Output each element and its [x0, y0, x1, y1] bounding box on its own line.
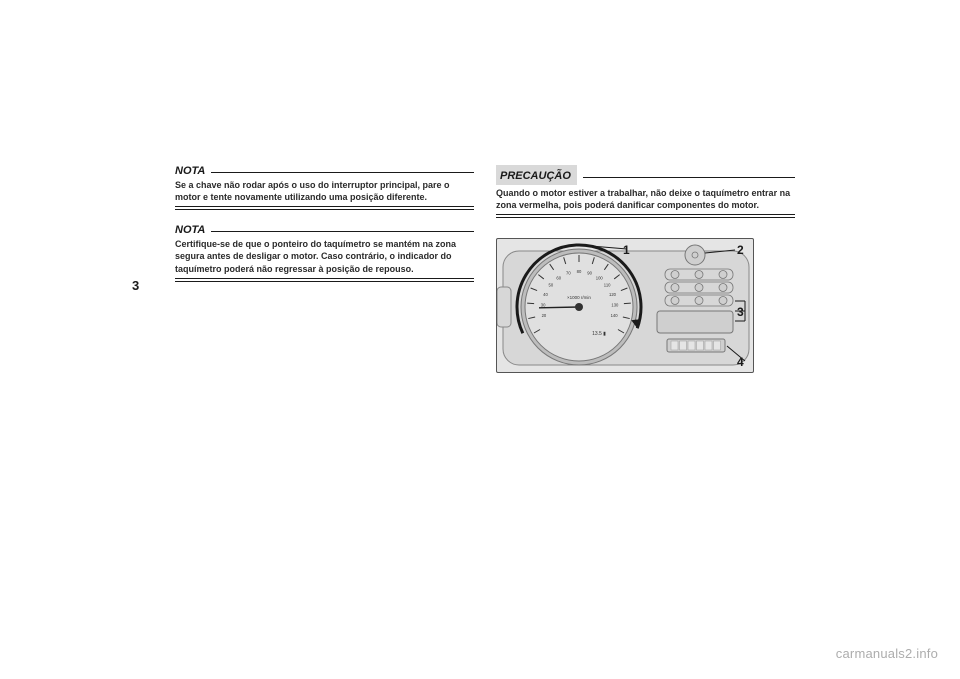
left-column: NOTA Se a chave não rodar após o uso do … — [175, 165, 474, 373]
svg-text:50: 50 — [549, 283, 554, 288]
nota2-end-rules — [175, 278, 474, 282]
svg-text:120: 120 — [609, 292, 617, 297]
svg-text:×1000 r/min: ×1000 r/min — [567, 295, 591, 300]
right-column: PRECAUÇÃO Quando o motor estiver a traba… — [496, 165, 795, 373]
svg-text:140: 140 — [611, 313, 619, 318]
svg-text:13.5 ▮: 13.5 ▮ — [592, 331, 606, 337]
svg-text:110: 110 — [604, 283, 611, 288]
callout-1: 1 — [623, 243, 630, 257]
svg-text:20: 20 — [542, 313, 547, 318]
callout-3: 3 — [737, 305, 744, 319]
precaucao-end-thick — [496, 214, 795, 215]
watermark-text: carmanuals2.info — [836, 646, 938, 661]
nota1-rule — [211, 172, 474, 173]
svg-text:70: 70 — [566, 271, 571, 276]
nota1-header: NOTA — [175, 165, 474, 177]
svg-text:90: 90 — [587, 271, 592, 276]
svg-text:30: 30 — [541, 303, 546, 308]
nota2-header: NOTA — [175, 224, 474, 236]
figure-svg: 20 30 405060 70 80 90 100110 120 130 140 ×1000 r/m… — [497, 239, 754, 373]
nota1-label: NOTA — [175, 165, 205, 177]
nota2-end-thick — [175, 278, 474, 279]
nota2-end-thin — [175, 281, 474, 282]
tachometer-figure: 20 30 405060 70 80 90 100110 120 130 140 ×1000 r/m… — [496, 238, 754, 373]
callout-4: 4 — [737, 355, 744, 369]
nota2-text: Certifique-se de que o ponteiro do taquí… — [175, 238, 474, 274]
two-column-layout: NOTA Se a chave não rodar após o uso do … — [175, 165, 795, 373]
nota2-rule — [211, 231, 474, 232]
precaucao-label: PRECAUÇÃO — [500, 170, 571, 182]
nota1-end-thick — [175, 206, 474, 207]
svg-text:100: 100 — [596, 276, 604, 281]
precaucao-badge: PRECAUÇÃO — [496, 165, 577, 185]
precaucao-header: PRECAUÇÃO — [496, 165, 795, 185]
svg-text:130: 130 — [611, 303, 619, 308]
svg-text:40: 40 — [543, 292, 548, 297]
svg-text:60: 60 — [556, 276, 561, 281]
chapter-number: 3 — [132, 278, 139, 293]
callout-2: 2 — [737, 243, 744, 257]
precaucao-rule — [583, 177, 795, 178]
page-content: NOTA Se a chave não rodar após o uso do … — [175, 165, 795, 373]
precaucao-text: Quando o motor estiver a trabalhar, não … — [496, 187, 795, 211]
svg-text:80: 80 — [577, 269, 582, 274]
nota1-text: Se a chave não rodar após o uso do inter… — [175, 179, 474, 203]
nota2-label: NOTA — [175, 224, 205, 236]
